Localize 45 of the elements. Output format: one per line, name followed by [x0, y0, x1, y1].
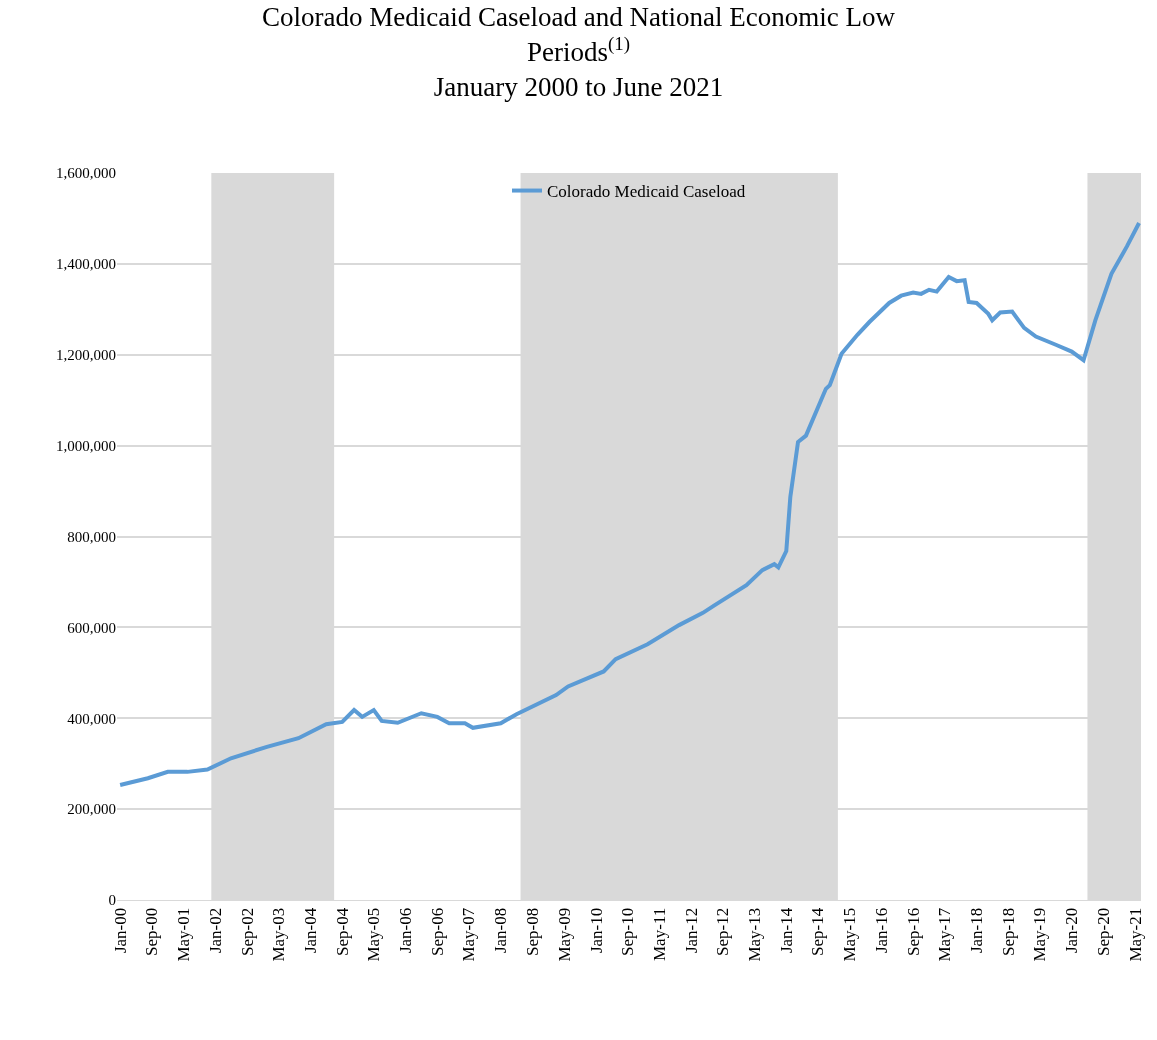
y-tick-label: 200,000 [67, 801, 116, 818]
legend-label: Colorado Medicaid Caseload [547, 182, 746, 202]
x-tick-label: Jan-10 [586, 907, 606, 954]
x-tick-label: May-05 [364, 907, 384, 962]
x-tick-label: Jan-14 [776, 907, 796, 954]
x-tick-label: Jan-08 [491, 907, 511, 954]
x-tick-label: Jan-00 [110, 907, 130, 954]
x-tick-label: Sep-18 [998, 907, 1018, 956]
y-tick-label: 1,000,000 [56, 437, 116, 454]
x-tick-label: Sep-14 [808, 907, 828, 956]
y-tick-label: 800,000 [67, 528, 116, 545]
x-tick-label: May-13 [744, 907, 764, 962]
y-tick-label: 600,000 [67, 619, 116, 636]
chart-title: Colorado Medicaid Caseload and National Economic Low Periods$^{(1)}$ January 2000 to June 2021 [262, 2, 896, 103]
y-tick-label: 1,200,000 [56, 347, 116, 363]
x-tick-label: Jan-20 [1062, 907, 1082, 954]
x-tick-label: Jan-04 [300, 907, 320, 954]
x-tick-label: May-15 [839, 907, 859, 962]
x-tick-label: May-19 [1030, 907, 1050, 962]
x-tick-label: May-03 [269, 907, 289, 962]
y-tick-label: 1,400,000 [56, 256, 116, 273]
x-tick-label: Sep-00 [142, 907, 162, 956]
y-tick-label: 0 [108, 892, 116, 909]
x-tick-label: May-21 [1125, 907, 1145, 962]
x-tick-label: Jan-06 [396, 907, 416, 954]
x-tick-label: May-09 [554, 907, 574, 962]
x-tick-label: May-17 [935, 907, 955, 962]
x-tick-label: Sep-20 [1094, 907, 1114, 956]
y-tick-label: 1,600,000 [56, 165, 116, 182]
x-tick-label: May-11 [649, 907, 669, 961]
x-tick-label: Sep-04 [332, 907, 352, 956]
x-tick-label: Jan-12 [681, 907, 701, 954]
x-tick-label: Sep-12 [713, 907, 733, 956]
y-tick-label: 400,000 [67, 710, 116, 727]
x-tick-label: May-07 [459, 907, 479, 962]
x-tick-label: Sep-02 [237, 907, 257, 956]
x-tick-label: Sep-06 [427, 907, 447, 956]
x-tick-label: Sep-10 [618, 907, 638, 956]
line-series [118, 220, 1141, 788]
x-tick-label: Jan-02 [205, 907, 225, 954]
x-tick-label: May-01 [173, 907, 193, 962]
x-tick-label: Sep-16 [903, 907, 923, 956]
x-tick-label: Jan-16 [871, 907, 891, 954]
x-tick-label: Jan-18 [967, 907, 987, 954]
x-tick-label: Sep-08 [523, 907, 543, 956]
